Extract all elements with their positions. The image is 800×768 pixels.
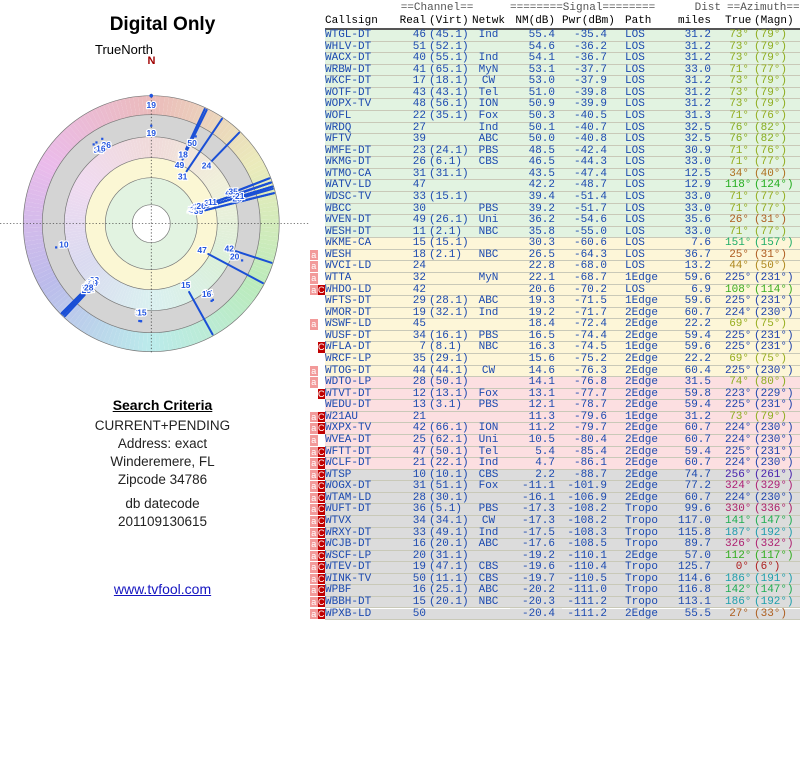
svg-text:20: 20 <box>230 252 240 262</box>
svg-text:19: 19 <box>147 128 157 138</box>
svg-text:47: 47 <box>197 245 207 255</box>
svg-text:18: 18 <box>178 150 188 160</box>
svg-text:24: 24 <box>202 161 212 171</box>
svg-text:31: 31 <box>178 171 188 181</box>
svg-text:16: 16 <box>96 143 106 153</box>
svg-text:15: 15 <box>181 280 191 290</box>
svg-text:21: 21 <box>235 191 245 201</box>
svg-text:50: 50 <box>187 138 197 148</box>
svg-text:28: 28 <box>84 283 94 293</box>
svg-text:19: 19 <box>147 100 157 110</box>
svg-text:16: 16 <box>202 289 212 299</box>
svg-text:10: 10 <box>59 240 69 250</box>
svg-text:15: 15 <box>137 307 147 317</box>
svg-text:11: 11 <box>208 197 217 207</box>
svg-text:49: 49 <box>175 160 185 170</box>
